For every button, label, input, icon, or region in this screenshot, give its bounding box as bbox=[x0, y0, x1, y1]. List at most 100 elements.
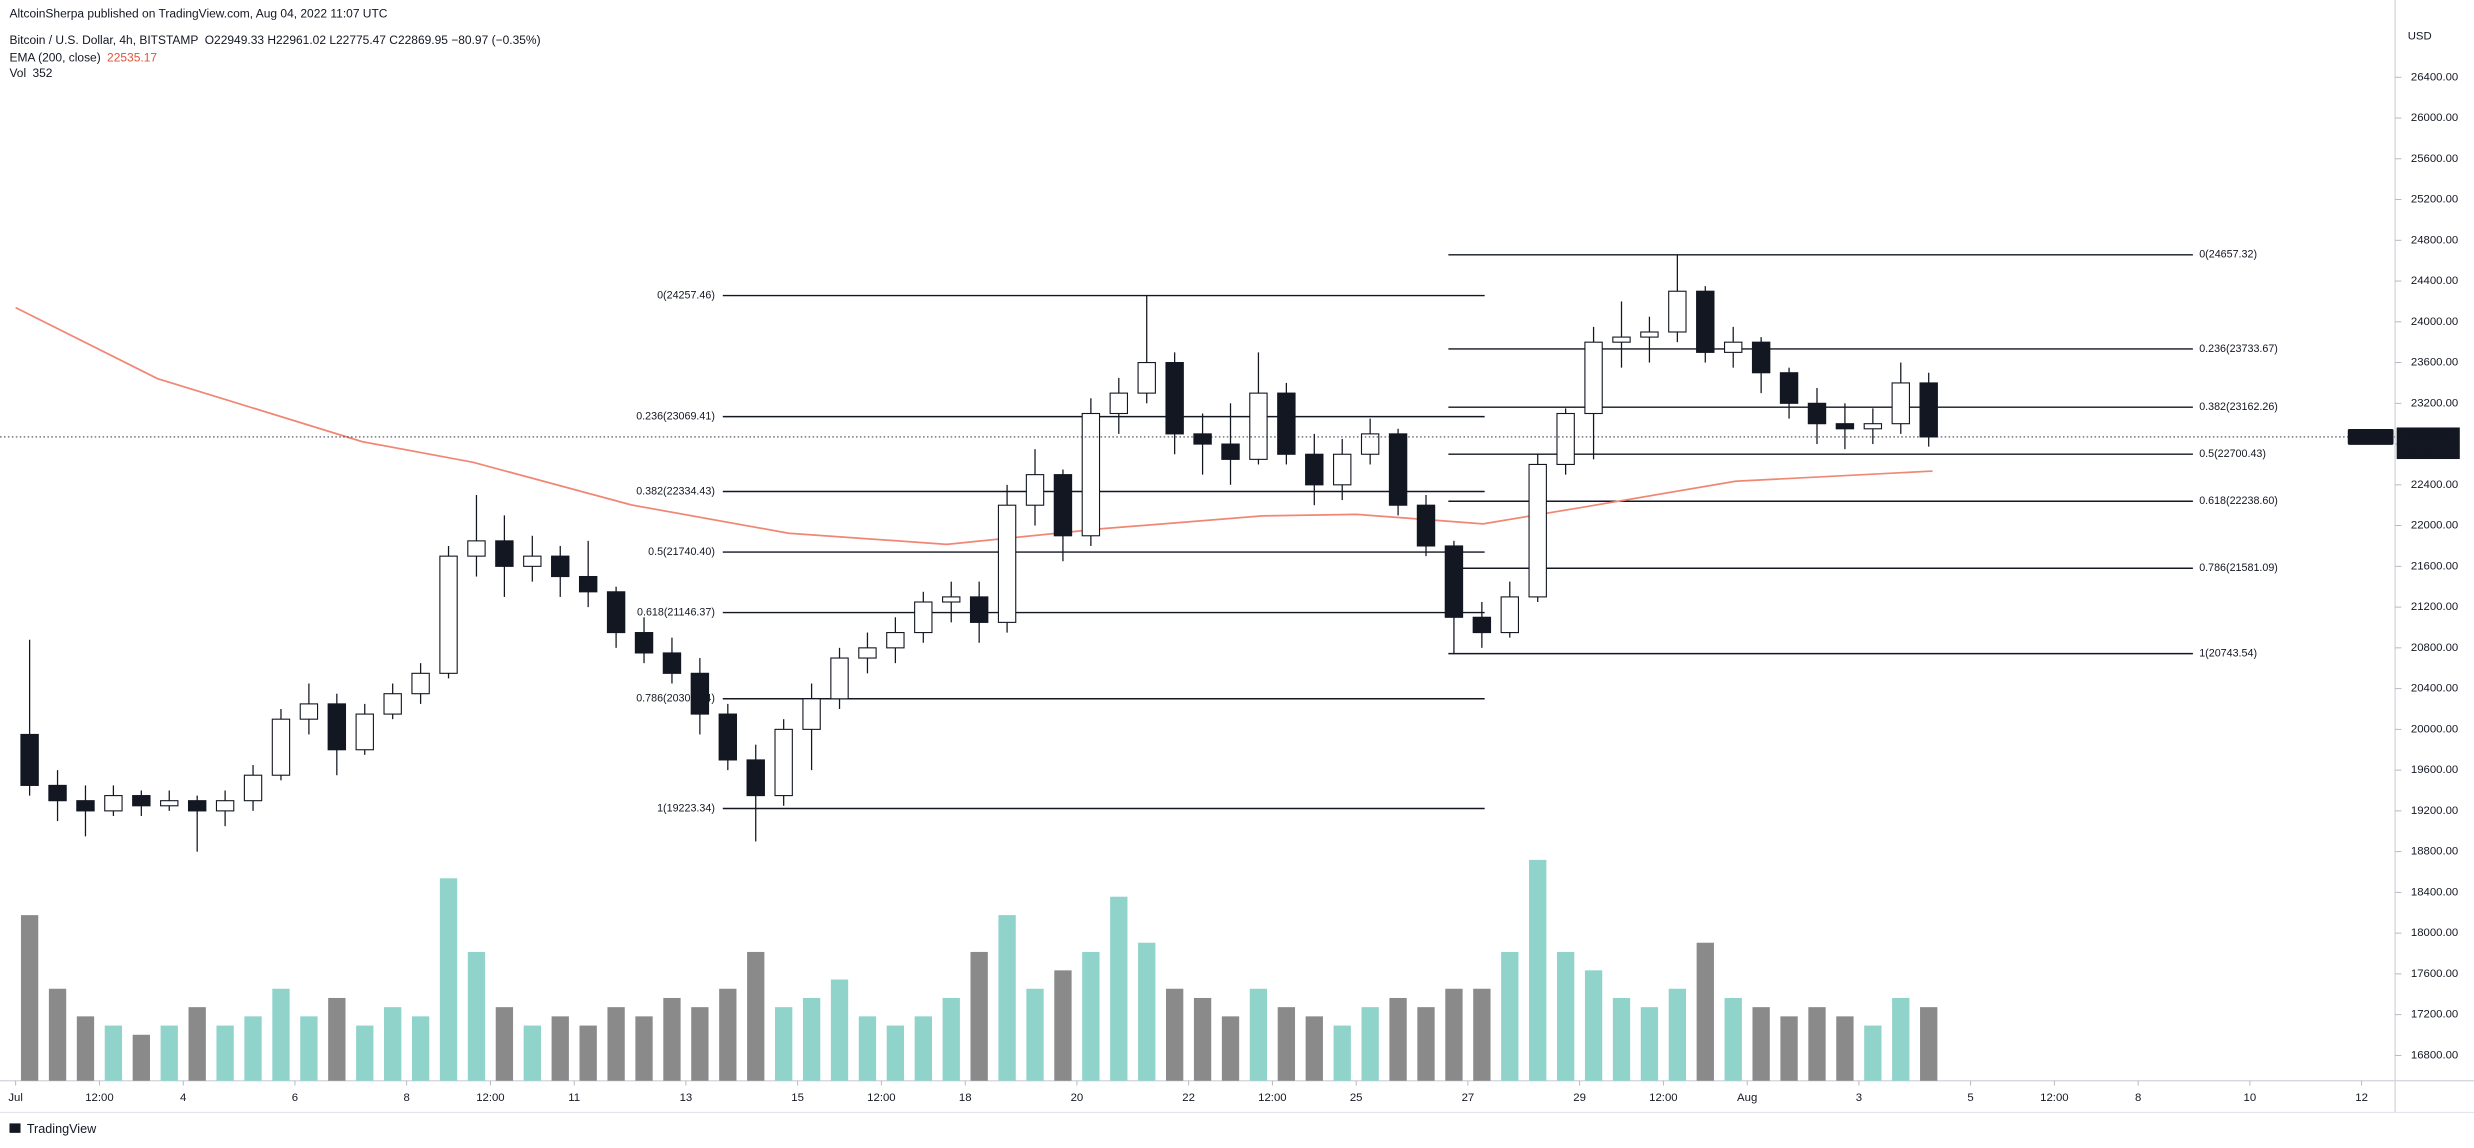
candle-body bbox=[1668, 290, 1687, 333]
volume-bar bbox=[300, 1016, 318, 1081]
brand: TradingView bbox=[9, 1122, 97, 1136]
candle-body bbox=[1640, 331, 1659, 338]
candle-body bbox=[774, 728, 793, 797]
candle bbox=[523, 535, 542, 582]
candle-body bbox=[1779, 372, 1799, 404]
x-tick-label: 12:00 bbox=[867, 1092, 895, 1104]
fib-label: 1(20743.54) bbox=[2199, 647, 2257, 659]
published-line: AltcoinSherpa published on TradingView.c… bbox=[9, 6, 387, 20]
y-tick-label: 21200.00 bbox=[2411, 601, 2458, 613]
candle bbox=[20, 639, 39, 796]
candle bbox=[1053, 469, 1073, 562]
candle bbox=[942, 581, 961, 623]
candle-body bbox=[20, 733, 39, 786]
candle-body bbox=[187, 800, 207, 812]
candle bbox=[383, 683, 402, 720]
volume-bar bbox=[1920, 1007, 1938, 1081]
candle-body bbox=[1807, 402, 1827, 425]
x-tick-label: 27 bbox=[1462, 1092, 1475, 1104]
volume-bar bbox=[1082, 951, 1100, 1081]
x-tick-label: 12:00 bbox=[1649, 1092, 1677, 1104]
candle bbox=[830, 647, 849, 709]
symbol-line: Bitcoin / U.S. Dollar, 4h, BITSTAMP O2294… bbox=[9, 33, 540, 47]
y-tick-label: 23200.00 bbox=[2411, 397, 2458, 409]
fib-label: 0.236(23733.67) bbox=[2199, 343, 2278, 355]
volume-bar bbox=[1696, 942, 1714, 1081]
volume-bar bbox=[48, 988, 67, 1081]
volume-bar bbox=[1473, 988, 1491, 1081]
candle bbox=[355, 703, 374, 755]
candle-body bbox=[634, 632, 654, 654]
fib-label: 0(24257.46) bbox=[657, 289, 715, 301]
candle-body bbox=[997, 504, 1017, 623]
x-tick-label: 12 bbox=[2355, 1092, 2368, 1104]
y-tick-label: 19200.00 bbox=[2411, 805, 2458, 817]
candle-body bbox=[1388, 433, 1408, 506]
candle bbox=[1751, 337, 1771, 394]
x-tick-label: 3 bbox=[1856, 1092, 1862, 1104]
candle bbox=[578, 540, 598, 608]
candle-body bbox=[104, 795, 123, 812]
y-tick-label: 25200.00 bbox=[2411, 194, 2458, 206]
brand-logo bbox=[9, 1123, 21, 1133]
x-tick-label: 18 bbox=[959, 1092, 972, 1104]
volume-bar bbox=[188, 1007, 206, 1081]
volume-bar bbox=[1026, 988, 1044, 1081]
fib-label: 0.5(21740.40) bbox=[648, 546, 715, 558]
x-tick-label: 11 bbox=[568, 1092, 580, 1104]
volume-bar bbox=[1165, 988, 1184, 1081]
candle-body bbox=[495, 540, 514, 567]
candle bbox=[495, 515, 514, 597]
volume-bar bbox=[1305, 1016, 1323, 1081]
volume-bar bbox=[1724, 997, 1742, 1081]
candle bbox=[76, 785, 95, 837]
candle bbox=[802, 683, 821, 771]
volume-bar bbox=[914, 1016, 932, 1081]
candle-body bbox=[1835, 423, 1855, 430]
y-tick-label: 17600.00 bbox=[2411, 968, 2458, 980]
candle bbox=[606, 586, 626, 648]
candle-body bbox=[1751, 341, 1771, 374]
candle-body bbox=[1891, 382, 1910, 425]
volume-bar bbox=[216, 1025, 234, 1081]
candle bbox=[104, 785, 123, 816]
candle bbox=[243, 765, 263, 811]
candle bbox=[1165, 352, 1184, 455]
candle bbox=[1025, 449, 1045, 526]
candle bbox=[746, 744, 765, 842]
volume-bar bbox=[719, 988, 737, 1081]
candle-body bbox=[1612, 336, 1631, 343]
fib-label: 0.382(23162.26) bbox=[2199, 401, 2278, 413]
y-tick-label: 24800.00 bbox=[2411, 234, 2458, 246]
volume-bar bbox=[272, 988, 290, 1081]
last-price-label: 22869.95 bbox=[2405, 431, 2452, 443]
volume-bar bbox=[998, 915, 1016, 1081]
candle bbox=[1360, 418, 1380, 465]
candle-body bbox=[1053, 474, 1073, 537]
y-tick-label: 16800.00 bbox=[2411, 1049, 2458, 1061]
y-tick-label: 18400.00 bbox=[2411, 886, 2458, 898]
volume-bar bbox=[1361, 1007, 1379, 1081]
candle-body bbox=[886, 632, 905, 649]
y-tick-label: 17200.00 bbox=[2411, 1009, 2458, 1021]
last-price-tag bbox=[2396, 427, 2460, 460]
candle-body bbox=[467, 540, 486, 557]
candle bbox=[886, 617, 905, 664]
candle bbox=[327, 693, 347, 776]
candle-body bbox=[551, 555, 570, 578]
fib-label: 0.786(21581.09) bbox=[2199, 562, 2278, 574]
volume-bar bbox=[1668, 988, 1687, 1081]
volume-bar bbox=[1389, 997, 1407, 1081]
candle bbox=[774, 719, 793, 806]
candle-body bbox=[914, 601, 933, 634]
candle-body bbox=[1416, 504, 1436, 547]
candle-body bbox=[606, 591, 626, 634]
volume-bar bbox=[523, 1025, 541, 1081]
y-tick-label: 26400.00 bbox=[2411, 71, 2458, 83]
candle bbox=[467, 495, 486, 577]
x-tick-label: 22 bbox=[1182, 1092, 1195, 1104]
candle-body bbox=[1109, 392, 1129, 415]
candle-body bbox=[1723, 341, 1743, 353]
candle-body bbox=[1584, 341, 1603, 415]
